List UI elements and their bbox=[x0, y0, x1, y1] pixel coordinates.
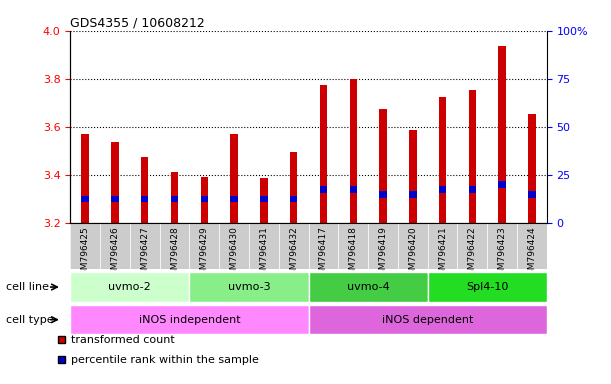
Bar bbox=[159, 223, 189, 269]
Text: GSM796417: GSM796417 bbox=[319, 227, 328, 281]
Bar bbox=[428, 272, 547, 302]
Text: iNOS independent: iNOS independent bbox=[139, 314, 240, 325]
Bar bbox=[488, 223, 517, 269]
Text: GSM796424: GSM796424 bbox=[527, 227, 536, 281]
Bar bbox=[469, 89, 476, 223]
Bar bbox=[219, 223, 249, 269]
Bar bbox=[171, 172, 178, 223]
Bar bbox=[141, 195, 148, 202]
Bar bbox=[200, 177, 208, 223]
Text: GSM796419: GSM796419 bbox=[379, 227, 387, 281]
Bar bbox=[260, 178, 268, 223]
Bar bbox=[320, 85, 327, 223]
Bar bbox=[349, 79, 357, 223]
Bar bbox=[279, 223, 309, 269]
Bar bbox=[398, 223, 428, 269]
Bar bbox=[189, 223, 219, 269]
Bar bbox=[230, 195, 238, 202]
Bar bbox=[290, 152, 298, 223]
Text: uvmo-3: uvmo-3 bbox=[228, 282, 270, 292]
Bar bbox=[529, 191, 536, 197]
Bar bbox=[111, 142, 119, 223]
Bar bbox=[309, 272, 428, 302]
Bar bbox=[458, 223, 488, 269]
Text: GSM796422: GSM796422 bbox=[468, 227, 477, 281]
Text: uvmo-2: uvmo-2 bbox=[109, 282, 151, 292]
Text: GDS4355 / 10608212: GDS4355 / 10608212 bbox=[70, 17, 205, 30]
Bar bbox=[428, 223, 458, 269]
Bar bbox=[130, 223, 159, 269]
Bar bbox=[141, 157, 148, 223]
Bar bbox=[81, 134, 89, 223]
Text: percentile rank within the sample: percentile rank within the sample bbox=[71, 355, 259, 365]
Bar bbox=[290, 195, 298, 202]
Bar bbox=[70, 272, 189, 302]
Text: GSM796427: GSM796427 bbox=[141, 227, 149, 281]
Bar bbox=[70, 223, 100, 269]
Text: GSM796420: GSM796420 bbox=[408, 227, 417, 281]
Text: GSM796432: GSM796432 bbox=[289, 227, 298, 281]
Bar bbox=[368, 223, 398, 269]
Text: GSM796426: GSM796426 bbox=[111, 227, 119, 281]
Text: GSM796425: GSM796425 bbox=[81, 227, 90, 281]
Bar bbox=[111, 195, 119, 202]
Text: Spl4-10: Spl4-10 bbox=[466, 282, 508, 292]
Bar bbox=[249, 223, 279, 269]
Bar bbox=[349, 186, 357, 193]
Text: GSM796423: GSM796423 bbox=[498, 227, 507, 281]
Bar bbox=[320, 186, 327, 193]
Bar bbox=[529, 114, 536, 223]
Bar bbox=[439, 97, 446, 223]
Bar bbox=[409, 130, 417, 223]
Bar bbox=[200, 195, 208, 202]
Text: uvmo-4: uvmo-4 bbox=[347, 282, 389, 292]
Bar bbox=[260, 195, 268, 202]
Bar bbox=[81, 195, 89, 202]
Bar bbox=[379, 191, 387, 197]
Text: cell line: cell line bbox=[6, 282, 49, 292]
Bar bbox=[70, 305, 309, 334]
Bar bbox=[439, 186, 446, 193]
Text: GSM796430: GSM796430 bbox=[230, 227, 238, 281]
Text: iNOS dependent: iNOS dependent bbox=[382, 314, 474, 325]
Text: GSM796429: GSM796429 bbox=[200, 227, 209, 281]
Bar bbox=[338, 223, 368, 269]
Text: GSM796421: GSM796421 bbox=[438, 227, 447, 281]
Bar bbox=[499, 181, 506, 188]
Text: transformed count: transformed count bbox=[71, 335, 175, 345]
Bar bbox=[517, 223, 547, 269]
Bar bbox=[230, 134, 238, 223]
Bar bbox=[100, 223, 130, 269]
Bar bbox=[309, 223, 338, 269]
Bar bbox=[379, 109, 387, 223]
Text: GSM796418: GSM796418 bbox=[349, 227, 357, 281]
Bar bbox=[499, 46, 506, 223]
Text: GSM796431: GSM796431 bbox=[260, 227, 268, 281]
Bar bbox=[171, 195, 178, 202]
Bar bbox=[469, 186, 476, 193]
Bar bbox=[409, 191, 417, 197]
Text: cell type: cell type bbox=[6, 314, 54, 325]
Bar bbox=[309, 305, 547, 334]
Bar bbox=[189, 272, 309, 302]
Text: GSM796428: GSM796428 bbox=[170, 227, 179, 281]
